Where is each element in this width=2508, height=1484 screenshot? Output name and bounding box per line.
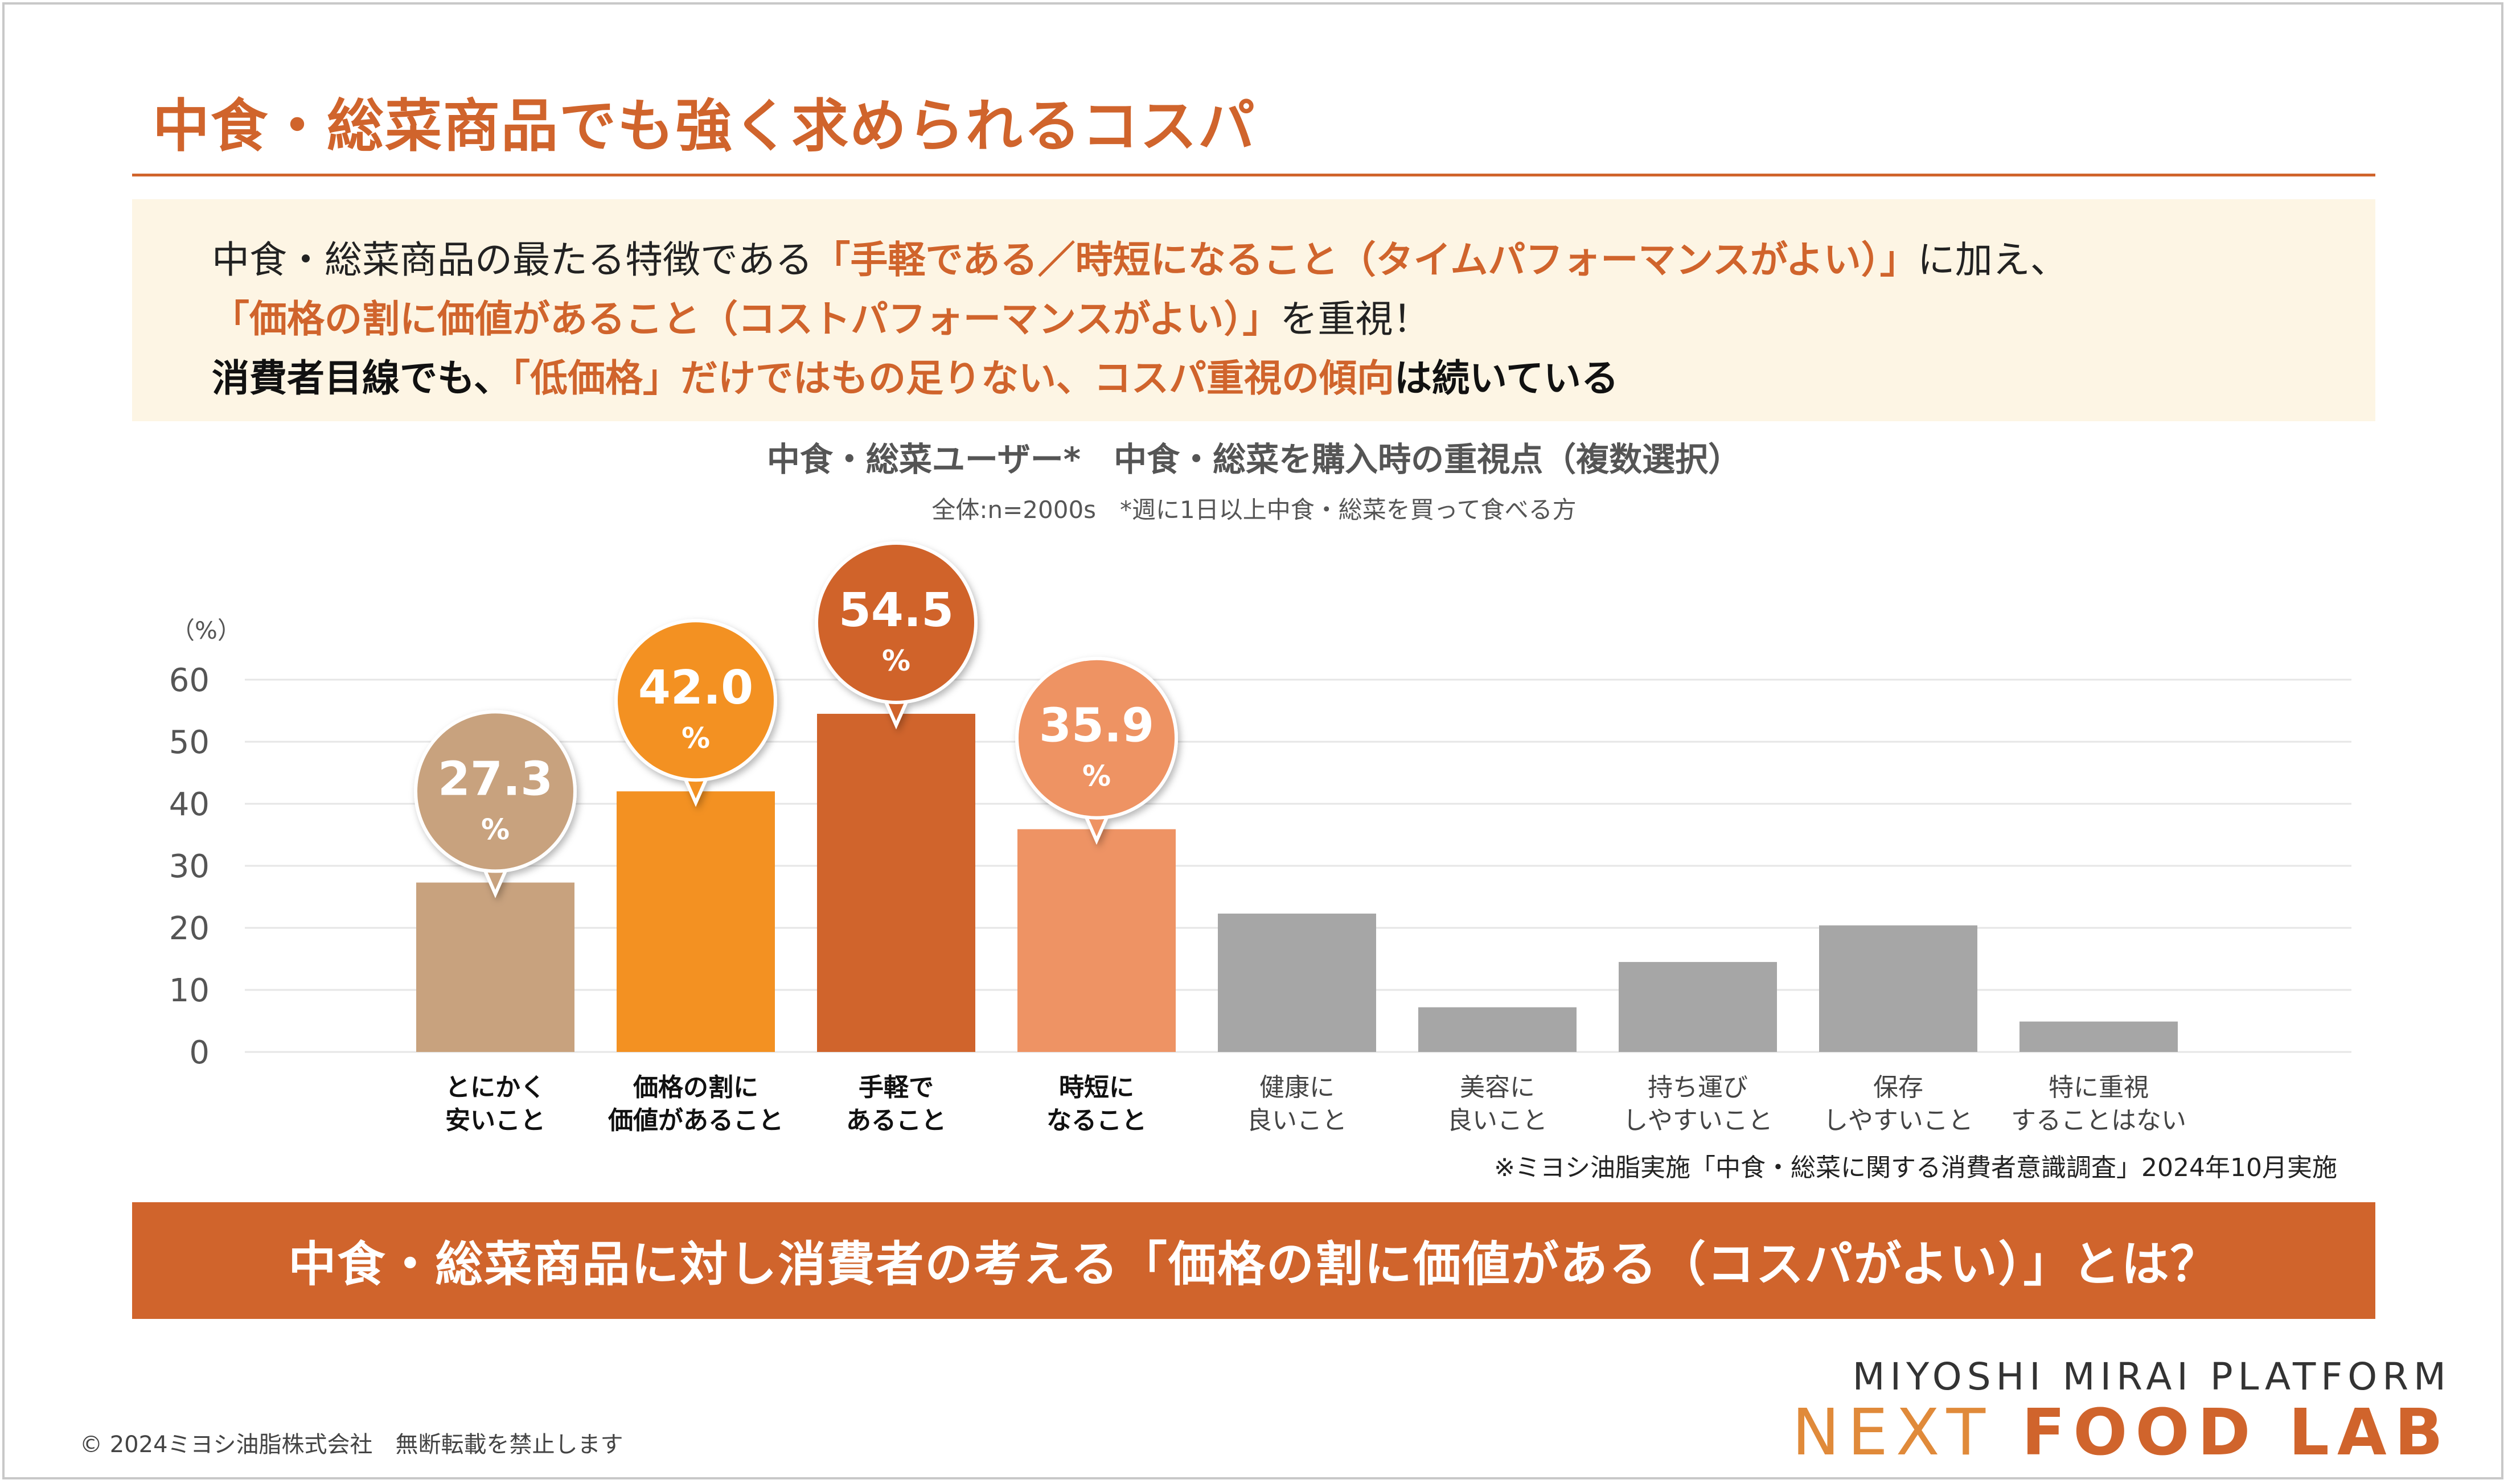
value-callout (614, 619, 777, 807)
callout-bubble (614, 619, 777, 782)
callout-bubble (414, 710, 577, 873)
copyright: © 2024ミヨシ油脂株式会社 無断転載を禁止します (80, 1432, 623, 1458)
y-tick-label: 20 (169, 910, 210, 947)
category-label: 安いこと (445, 1106, 545, 1135)
chart-title: 中食・総菜ユーザー* 中食・総菜を購入時の重視点（複数選択） (766, 440, 1742, 479)
bar (817, 713, 975, 1052)
category-label: しやすいこと (1823, 1106, 1973, 1135)
bar (1017, 829, 1176, 1052)
category-label: なること (1046, 1106, 1147, 1135)
summary-line-3: 消費者目線でも、「低価格」だけではもの足りない、コスパ重視の傾向は続いている (212, 349, 2375, 408)
category-label: 価値があること (607, 1106, 783, 1135)
y-tick-label: 30 (169, 848, 210, 885)
value-callout (414, 710, 577, 898)
summary-line-3-prefix: 消費者目線でも、 (212, 356, 512, 400)
question-banner: 中食・総菜商品に対し消費者の考える「価格の割に価値がある（コスパがよい）」とは？ (132, 1202, 2375, 1319)
page-title: 中食・総菜商品でも強く求められるコスパ (153, 93, 1256, 159)
category-label: 保存 (1873, 1073, 1923, 1102)
summary-line-2-highlight: 「価格の割に価値があること（コストパフォーマンスがよい）」 (212, 297, 1280, 341)
value-callout (1015, 656, 1178, 845)
y-tick-label: 40 (169, 786, 210, 823)
bar (1218, 913, 1376, 1052)
summary-line-1: 中食・総菜商品の最たる特徴である「手軽である／時短になること（タイムパフォーマン… (212, 231, 2375, 290)
category-label: 特に重視 (2049, 1073, 2149, 1102)
y-tick-label: 10 (169, 972, 210, 1009)
summary-box: 中食・総菜商品の最たる特徴である「手軽である／時短になること（タイムパフォーマン… (132, 199, 2375, 421)
callout-bubble (815, 541, 978, 704)
category-label: 健康に (1259, 1073, 1335, 1102)
data-label: 35.9 (1039, 699, 1154, 753)
category-label: しやすいこと (1623, 1106, 1773, 1135)
category-label: することはない (2011, 1106, 2186, 1135)
bar (1619, 961, 1777, 1052)
category-label: 価格の割に (633, 1073, 758, 1102)
category-label: 時短に (1059, 1073, 1134, 1102)
data-label: 54.5 (839, 583, 954, 638)
summary-line-3-highlight: 「低価格」だけではもの足りない、コスパ重視の傾向 (511, 356, 1395, 400)
summary-line-1-highlight: 「手軽である／時短になること（タイムパフォーマンスがよい）」 (812, 238, 1918, 282)
category-label: とにかく (445, 1073, 545, 1102)
data-label: 27.3 (438, 752, 553, 806)
brand-logo-bold: FOOD LAB (2021, 1396, 2451, 1470)
bar (1819, 925, 1977, 1052)
category-label: 手軽で (859, 1073, 934, 1102)
category-label: あること (846, 1106, 946, 1135)
data-label-unit: % (882, 644, 910, 677)
brand-logo: NEXT FOOD LAB (1792, 1396, 2451, 1470)
bar (617, 791, 775, 1052)
category-label: 美容に (1460, 1073, 1535, 1102)
summary-line-2: 「価格の割に価値があること（コストパフォーマンスがよい）」を重視！ (212, 290, 2375, 349)
brand-logo-light: NEXT (1792, 1396, 1994, 1470)
brand-platform: MIYOSHI MIRAI PLATFORM (1852, 1355, 2451, 1399)
summary-line-1-prefix: 中食・総菜商品の最たる特徴である (212, 238, 813, 282)
y-tick-label: 0 (189, 1034, 210, 1071)
summary-line-2-suffix: を重視！ (1280, 297, 1431, 341)
data-label-unit: % (481, 813, 510, 846)
y-tick-label: 60 (169, 662, 210, 699)
chart-subtitle: 全体:n=2000s *週に1日以上中食・総菜を買って食べる方 (931, 496, 1577, 524)
y-axis-unit: （%） (171, 616, 241, 644)
category-label: 良いこと (1247, 1106, 1347, 1135)
data-label-unit: % (682, 722, 710, 755)
bar (2019, 1021, 2178, 1052)
summary-line-3-suffix: は続いている (1394, 356, 1619, 400)
summary-line-1-suffix: に加え、 (1917, 238, 2068, 282)
data-label: 42.0 (638, 661, 753, 715)
bar (1418, 1007, 1577, 1052)
title-divider (132, 174, 2375, 176)
y-tick-label: 50 (169, 724, 210, 761)
category-label: 持ち運び (1648, 1073, 1748, 1102)
data-label-unit: % (1082, 760, 1111, 793)
value-callout (815, 541, 978, 730)
bar (416, 882, 574, 1052)
category-label: 良いこと (1447, 1106, 1548, 1135)
source-note: ※ミヨシ油脂実施「中食・総菜に関する消費者意識調査」2024年10月実施 (1494, 1153, 2337, 1182)
callout-bubble (1015, 656, 1178, 820)
